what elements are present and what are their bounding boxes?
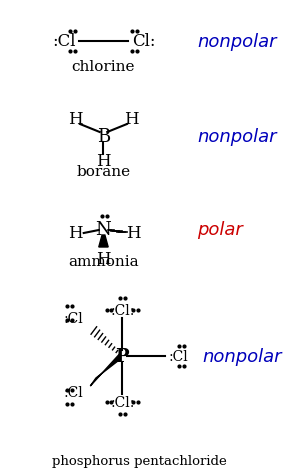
Text: H: H bbox=[96, 153, 111, 170]
Text: nonpolar: nonpolar bbox=[198, 33, 277, 51]
Text: H: H bbox=[96, 250, 111, 267]
Text: nonpolar: nonpolar bbox=[202, 347, 282, 365]
Polygon shape bbox=[90, 353, 120, 386]
Text: borane: borane bbox=[76, 165, 130, 178]
Text: H: H bbox=[124, 110, 139, 127]
Text: Cl:: Cl: bbox=[132, 33, 155, 50]
Text: :Cl: :Cl bbox=[63, 311, 83, 325]
Text: :Cl: :Cl bbox=[63, 385, 83, 399]
Text: :Cl:: :Cl: bbox=[110, 303, 135, 317]
Text: H: H bbox=[126, 225, 141, 242]
Text: N: N bbox=[96, 220, 111, 238]
Text: B: B bbox=[97, 128, 110, 146]
Text: phosphorus pentachloride: phosphorus pentachloride bbox=[52, 455, 227, 467]
Text: polar: polar bbox=[198, 220, 243, 238]
Text: :Cl:: :Cl: bbox=[110, 395, 135, 409]
Text: :Cl: :Cl bbox=[52, 33, 75, 50]
Text: H: H bbox=[68, 225, 83, 242]
Text: chlorine: chlorine bbox=[72, 60, 135, 74]
Text: P: P bbox=[115, 347, 129, 365]
Text: ammonia: ammonia bbox=[68, 255, 139, 268]
Text: H: H bbox=[68, 110, 83, 127]
Text: nonpolar: nonpolar bbox=[198, 128, 277, 146]
Text: :Cl: :Cl bbox=[168, 349, 188, 363]
Polygon shape bbox=[99, 236, 108, 248]
